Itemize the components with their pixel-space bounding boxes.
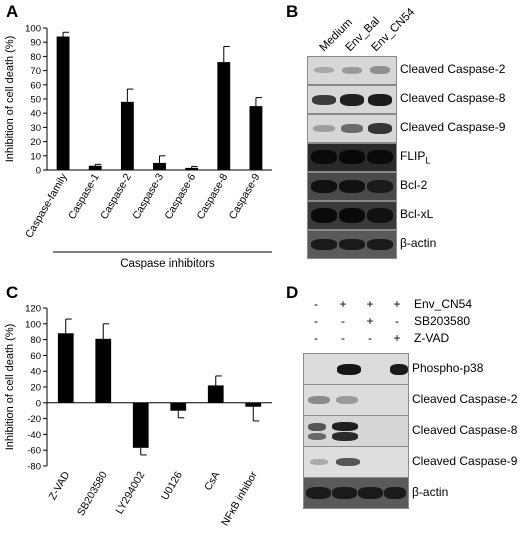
y-tick-label: 50 bbox=[30, 95, 41, 106]
blot-label-cleaved-caspase-2: Cleaved Caspase-2 bbox=[412, 392, 518, 406]
y-tick-label: 90 bbox=[30, 38, 41, 49]
category-label: Caspase-8 bbox=[195, 171, 231, 221]
sign-cell: - bbox=[395, 314, 399, 328]
y-tick-label: 0 bbox=[36, 398, 41, 409]
chart-c: -80 -60 -40 -20 0 20 40 60 80 100 120 Inhibition of… bbox=[4, 304, 272, 528]
sign-cell: + bbox=[393, 331, 401, 345]
blot-strip bbox=[303, 446, 409, 478]
bar-caspase-6 bbox=[185, 167, 199, 170]
category-label: LY294002 bbox=[113, 469, 147, 516]
y-tick-label: 40 bbox=[30, 109, 41, 120]
bar-caspase-family bbox=[56, 36, 70, 170]
flip-text: FLIP bbox=[400, 149, 426, 163]
blot-strip bbox=[307, 85, 397, 114]
blot-label-phospho-p38: Phospho-p38 bbox=[412, 361, 484, 375]
y-tick-label: 100 bbox=[25, 24, 41, 35]
treatment-label-z-vad: Z-VAD bbox=[414, 331, 450, 345]
treatment-label-env-cn54: Env_CN54 bbox=[414, 297, 473, 311]
y-tick-label: 0 bbox=[36, 166, 41, 177]
bar-caspase-1 bbox=[88, 165, 102, 170]
blot-label-cleaved-caspase-8: Cleaved Caspase-8 bbox=[400, 91, 506, 105]
blot-strip bbox=[307, 172, 397, 201]
blot-strip bbox=[303, 477, 409, 509]
blot-strip bbox=[303, 384, 409, 416]
category-label: SB203580 bbox=[75, 469, 110, 518]
category-label: NFκB inhibor bbox=[219, 469, 260, 528]
blot-strip bbox=[307, 230, 397, 259]
category-label: Caspase-2 bbox=[98, 171, 134, 221]
blot-strip bbox=[307, 143, 397, 172]
panel-letter-c: C bbox=[6, 283, 19, 302]
y-tick-label: 80 bbox=[30, 52, 41, 63]
blot-label-beta-actin: β-actin bbox=[400, 236, 437, 250]
category-label: U0126 bbox=[159, 469, 185, 502]
blot-label-beta-actin: β-actin bbox=[412, 485, 449, 499]
y-tick-label: 70 bbox=[30, 66, 41, 77]
sign-cell: - bbox=[314, 297, 318, 311]
y-axis-label: Inhibition of cell death (%) bbox=[4, 36, 16, 163]
y-tick-label: 20 bbox=[30, 137, 41, 148]
y-tick-label: -60 bbox=[27, 446, 41, 457]
blot-strip bbox=[307, 114, 397, 143]
y-tick-label: 20 bbox=[30, 383, 41, 394]
y-tick-label: 60 bbox=[30, 80, 41, 91]
y-tick-label: 120 bbox=[25, 304, 41, 315]
bar-sb203580 bbox=[95, 338, 112, 403]
blot-label-cleaved-caspase-2: Cleaved Caspase-2 bbox=[400, 62, 506, 76]
y-tick-label: 60 bbox=[30, 351, 41, 362]
sign-cell: + bbox=[366, 297, 374, 311]
bar-ly294002 bbox=[132, 402, 149, 448]
y-tick-label: 30 bbox=[30, 123, 41, 134]
category-label: Caspase-1 bbox=[66, 171, 102, 221]
y-tick-label: -80 bbox=[27, 462, 41, 473]
treatment-label-sb203580: SB203580 bbox=[414, 314, 471, 328]
blot-strip bbox=[307, 201, 397, 230]
bar-caspase-3 bbox=[153, 162, 166, 170]
panel-letter-d: D bbox=[286, 283, 299, 302]
sign-cell: - bbox=[341, 314, 345, 328]
category-label: Z-VAD bbox=[47, 469, 73, 502]
sign-cell: + bbox=[366, 314, 374, 328]
x-axis-label: Caspase inhibitors bbox=[120, 258, 215, 270]
blot-strip bbox=[303, 415, 409, 447]
blot-label-cleaved-caspase-9: Cleaved Caspase-9 bbox=[400, 120, 506, 134]
category-label: Caspase-9 bbox=[227, 171, 263, 221]
blot-strip bbox=[303, 353, 409, 385]
flip-subscript: L bbox=[425, 155, 431, 166]
sign-cell: - bbox=[314, 331, 318, 345]
bar-nf-b-inhibor bbox=[245, 402, 262, 407]
category-label: CsA bbox=[202, 470, 222, 493]
category-label: Caspase-6 bbox=[162, 171, 198, 221]
category-label: Caspase-family bbox=[23, 171, 70, 240]
bar-z-vad bbox=[57, 333, 74, 403]
y-tick-label: 40 bbox=[30, 367, 41, 378]
y-tick-label: 80 bbox=[30, 335, 41, 346]
panel-letter-a: A bbox=[6, 2, 19, 21]
y-tick-label: -20 bbox=[27, 414, 41, 425]
blot-strip bbox=[307, 56, 397, 85]
bar-u0126 bbox=[170, 402, 187, 411]
blot-label-bcl-xl: Bcl-xL bbox=[400, 207, 434, 221]
blot-label-bcl-2: Bcl-2 bbox=[400, 178, 428, 192]
sign-cell: + bbox=[393, 297, 401, 311]
sign-cell: + bbox=[339, 297, 347, 311]
lane-label-env-cn54: Env_CN54 bbox=[369, 6, 418, 54]
bar-caspase-2 bbox=[120, 101, 134, 170]
y-tick-label: 100 bbox=[25, 319, 41, 330]
bar-caspase-8 bbox=[217, 62, 231, 170]
bar-caspase-9 bbox=[249, 106, 263, 170]
sign-cell: - bbox=[314, 314, 318, 328]
sign-cell: - bbox=[341, 331, 345, 345]
category-label: Caspase-3 bbox=[130, 171, 166, 221]
y-axis-label: Inhibition of cell death (%) bbox=[4, 324, 16, 451]
bar-csa bbox=[207, 385, 224, 403]
y-tick-label: -40 bbox=[27, 430, 41, 441]
blot-label-cleaved-caspase-9: Cleaved Caspase-9 bbox=[412, 454, 518, 468]
y-tick-label: 10 bbox=[30, 151, 41, 162]
blot-label-cleaved-caspase-8: Cleaved Caspase-8 bbox=[412, 423, 518, 437]
sign-cell: - bbox=[368, 331, 372, 345]
panel-letter-b: B bbox=[286, 2, 299, 21]
blot-label-flip: FLIPL bbox=[400, 149, 430, 165]
chart-a: 0 10 20 30 40 50 60 70 80 90 100 Inhibition of cell… bbox=[4, 24, 272, 270]
